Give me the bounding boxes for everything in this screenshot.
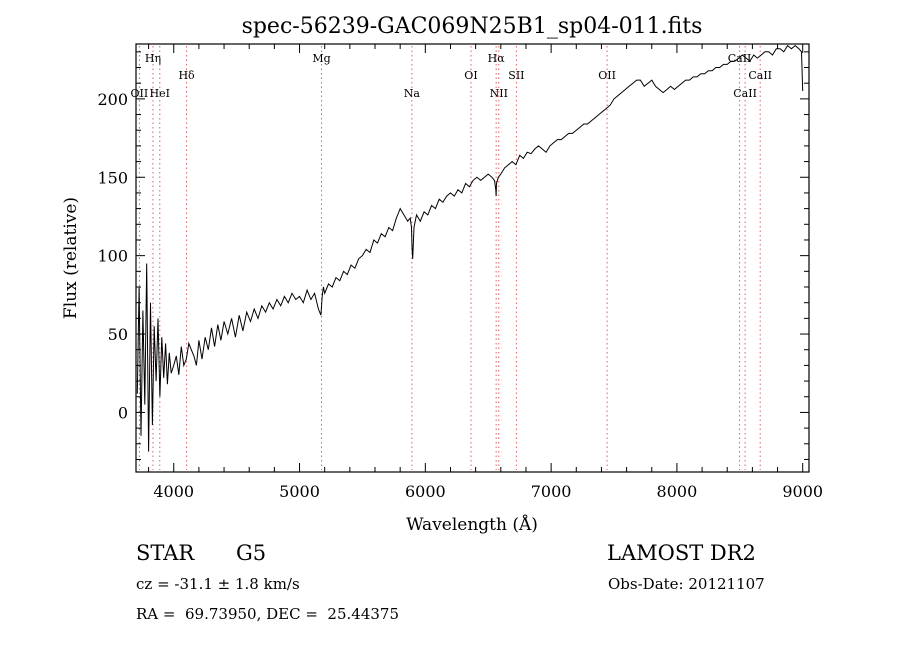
x-tick-label: 6000 — [405, 482, 446, 501]
y-tick-label: 50 — [108, 325, 128, 344]
y-tick-label: 200 — [97, 90, 128, 109]
spectrum-line — [136, 44, 804, 452]
survey-label: LAMOST DR2 — [607, 541, 756, 565]
y-tick-label: 100 — [97, 247, 128, 266]
coordinates-readout: RA = 69.73950, DEC = 25.44375 — [136, 605, 400, 623]
x-tick-label: 7000 — [531, 482, 572, 501]
plot-frame — [135, 43, 810, 473]
spectral-subclass: G5 — [236, 541, 267, 565]
y-tick-label: 0 — [118, 403, 128, 422]
line-label-10: OII — [598, 69, 616, 82]
line-label-4: Mg — [312, 52, 330, 65]
y-axis-label: Flux (relative) — [61, 197, 81, 319]
line-label-2: HeI — [150, 87, 170, 100]
observation-date: Obs-Date: 20121107 — [608, 575, 765, 593]
y-tick-label: 150 — [97, 168, 128, 187]
chart-title: spec-56239-GAC069N25B1_sp04-011.fits — [242, 14, 703, 39]
y-axis-ticks: 0 50 100 150 200 — [97, 51, 809, 460]
line-label-11: CaII — [728, 52, 752, 65]
velocity-readout: cz = -31.1 ± 1.8 km/s — [136, 575, 300, 593]
x-tick-label: 8000 — [657, 482, 698, 501]
line-label-7: Hα — [488, 52, 506, 65]
line-label-12: CaII — [733, 87, 757, 100]
line-label-0: Hη — [145, 52, 161, 65]
x-tick-label: 5000 — [279, 482, 320, 501]
line-label-1: OII — [131, 87, 149, 100]
x-tick-label: 4000 — [153, 482, 194, 501]
line-label-6: OI — [464, 69, 477, 82]
line-label-9: SII — [508, 69, 524, 82]
x-axis-ticks: 4000 5000 6000 7000 8000 9000 — [148, 44, 823, 501]
x-tick-label: 9000 — [782, 482, 823, 501]
spectral-line-markers — [138, 46, 761, 470]
object-class: STAR — [136, 541, 195, 565]
line-label-3: Hδ — [178, 69, 195, 82]
line-label-13: CaII — [748, 69, 772, 82]
line-label-8: NII — [490, 87, 508, 100]
line-label-5: Na — [404, 87, 421, 100]
x-axis-label: Wavelength (Å) — [406, 514, 538, 535]
